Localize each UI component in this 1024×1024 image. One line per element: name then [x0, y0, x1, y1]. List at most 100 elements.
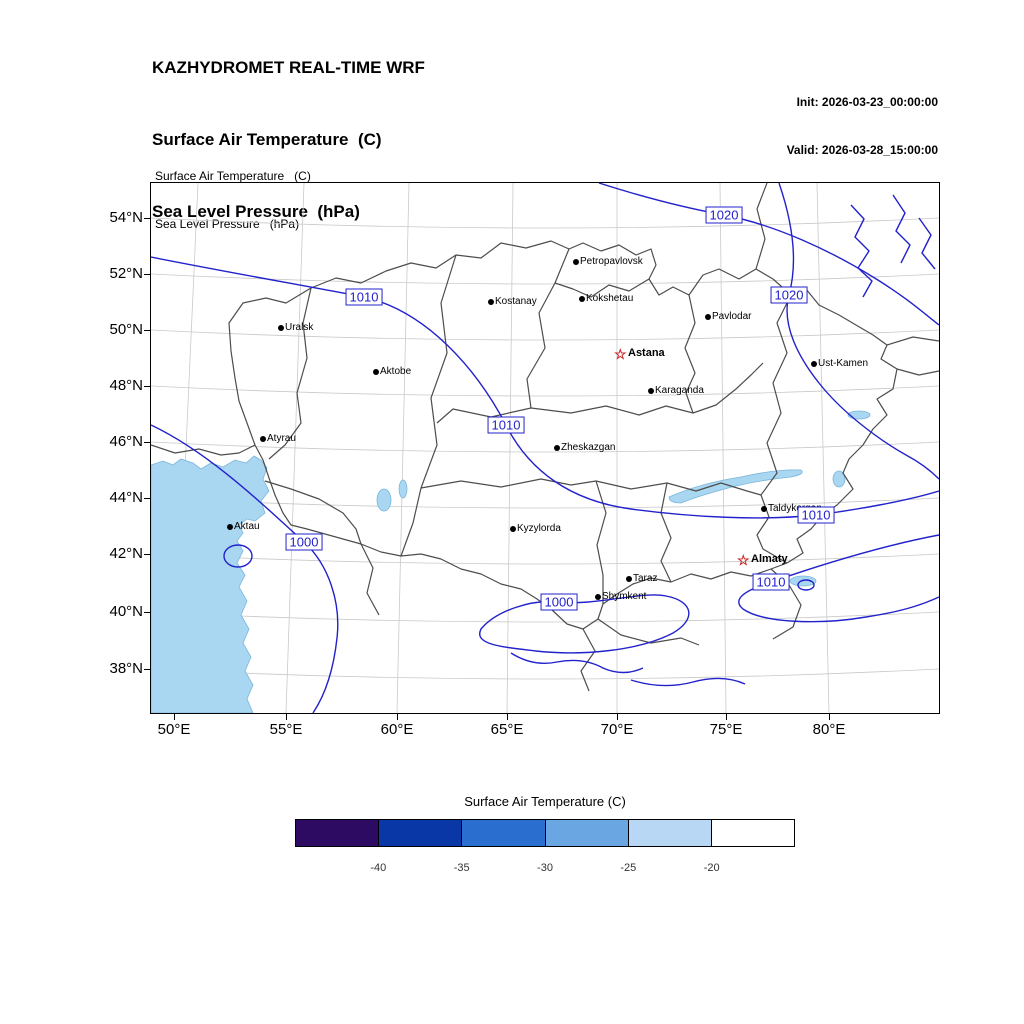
- city-label: Aktau: [234, 521, 260, 532]
- city-label: Atyrau: [267, 433, 296, 444]
- colorbar-segment: [296, 820, 380, 846]
- city-dot: [761, 506, 767, 512]
- subtitle-pressure: Sea Level Pressure (hPa): [152, 202, 360, 221]
- oblast-border: [660, 482, 672, 583]
- water-bodies: [151, 410, 871, 713]
- graticule-meridians: [173, 183, 830, 713]
- init-time: Init: 2026-03-23_00:00:00: [796, 95, 938, 109]
- lat-axis-label: 50°N: [109, 321, 143, 338]
- oblast-border: [400, 254, 457, 557]
- city-dot: [510, 526, 516, 532]
- isobar-wiggle: [630, 677, 746, 687]
- city-dot: [648, 388, 654, 394]
- isobar-label-1010: 1010: [752, 573, 790, 591]
- lon-tick-mark: [396, 713, 398, 720]
- isobar-1020-east: [778, 183, 939, 480]
- colorbar-segment: [628, 820, 712, 846]
- city-dot: [705, 314, 711, 320]
- oblast-border: [264, 480, 362, 545]
- city-label: Zheskazgan: [561, 442, 616, 453]
- city-label: Kokshetau: [586, 293, 634, 304]
- oblast-border: [595, 480, 607, 604]
- lon-axis-label: 65°E: [490, 721, 524, 738]
- lat-axis-label: 42°N: [109, 545, 143, 562]
- lat-tick-mark: [144, 217, 151, 219]
- header-title-block: KAZHYDROMET REAL-TIME WRF Surface Air Te…: [152, 8, 425, 272]
- lat-tick-mark: [144, 273, 151, 275]
- city-label: Karaganda: [655, 385, 704, 396]
- city-dot: [488, 299, 494, 305]
- lon-tick-mark: [725, 713, 727, 720]
- oblast-border: [436, 407, 532, 424]
- oblast-border: [526, 248, 570, 409]
- city-label: Aktobe: [380, 366, 412, 377]
- lon-axis-label: 70°E: [600, 721, 634, 738]
- uzbek-border: [580, 628, 596, 692]
- colorbar-tick-label: -20: [703, 862, 720, 874]
- city-label: Uralsk: [285, 322, 314, 333]
- lat-tick-mark: [144, 329, 151, 331]
- isobar-1020: [598, 183, 939, 326]
- lon-axis-label: 80°E: [812, 721, 846, 738]
- isobar-1000-south: [479, 594, 690, 654]
- lon-axis-label: 55°E: [269, 721, 303, 738]
- lon-tick-mark: [285, 713, 287, 720]
- lat-tick-mark: [144, 553, 151, 555]
- model-run-info: Init: 2026-03-23_00:00:00 Valid: 2026-03…: [638, 62, 938, 190]
- turkmen-border: [360, 543, 380, 616]
- map-frame: 54°N 52°N 50°N 48°N 46°N 44°N 42°N 40°N 38°N 50°E…: [109, 182, 940, 738]
- isobar-terrain-zigzag: [850, 204, 873, 298]
- isobar-terrain-zigzag: [892, 194, 911, 264]
- oblast-border: [420, 478, 762, 496]
- city-label: Kostanay: [495, 296, 537, 307]
- russia-caspian-border: [151, 444, 256, 456]
- city-label: Astana: [628, 347, 665, 359]
- lake-balkhash: [668, 469, 803, 504]
- lat-tick-mark: [144, 385, 151, 387]
- oblast-border: [756, 294, 792, 564]
- colorbar-segment: [462, 820, 546, 846]
- isobar-label-1000: 1000: [285, 533, 323, 551]
- china-border: [896, 368, 939, 376]
- city-dot: [811, 361, 817, 367]
- lat-axis-label: 48°N: [109, 377, 143, 394]
- country-borders: [151, 183, 939, 692]
- lat-axis-label: 52°N: [109, 265, 143, 282]
- colorbar-segment: [379, 820, 463, 846]
- page-title: KAZHYDROMET REAL-TIME WRF: [152, 58, 425, 77]
- colorbar-segment: [545, 820, 629, 846]
- colorbar-tick-label: -30: [537, 862, 553, 874]
- lake-zaysan: [847, 410, 871, 420]
- lat-tick-mark: [144, 497, 151, 499]
- colorbar-tick-label: -40: [370, 862, 387, 874]
- colorbar-tick-label: -35: [453, 862, 470, 874]
- city-label: Pavlodar: [712, 311, 752, 322]
- colorbar-tick-label: -25: [620, 862, 637, 874]
- city-label: Taldykorgan: [768, 503, 822, 514]
- capital-star-icon: ☆: [737, 552, 750, 568]
- lon-tick-mark: [828, 713, 830, 720]
- kazakhstan-outline: [228, 240, 898, 630]
- oblast-border: [530, 362, 764, 416]
- colorbar-segment: [711, 820, 795, 846]
- isobar-label-1020: 1020: [705, 206, 743, 224]
- map-caption-temperature: Surface Air Temperature (C): [155, 169, 311, 183]
- lat-tick-mark: [144, 668, 151, 670]
- subtitle-temperature: Surface Air Temperature (C): [152, 130, 382, 149]
- lon-tick-mark: [616, 713, 618, 720]
- aral-sea-west: [376, 488, 392, 512]
- city-dot: [579, 296, 585, 302]
- lat-axis-label: 38°N: [109, 660, 143, 677]
- lon-axis-label: 50°E: [157, 721, 191, 738]
- city-label: Kyzylorda: [517, 523, 561, 534]
- lon-tick-mark: [173, 713, 175, 720]
- isobar-low-ring: [223, 544, 253, 568]
- aral-sea-north: [398, 479, 408, 499]
- valid-time: Valid: 2026-03-28_15:00:00: [786, 143, 938, 157]
- city-label: Almaty: [751, 553, 788, 565]
- city-dot: [554, 445, 560, 451]
- isobar-label-1000: 1000: [540, 593, 578, 611]
- lat-axis-label: 54°N: [109, 209, 143, 226]
- graticule-parallels: [151, 217, 939, 680]
